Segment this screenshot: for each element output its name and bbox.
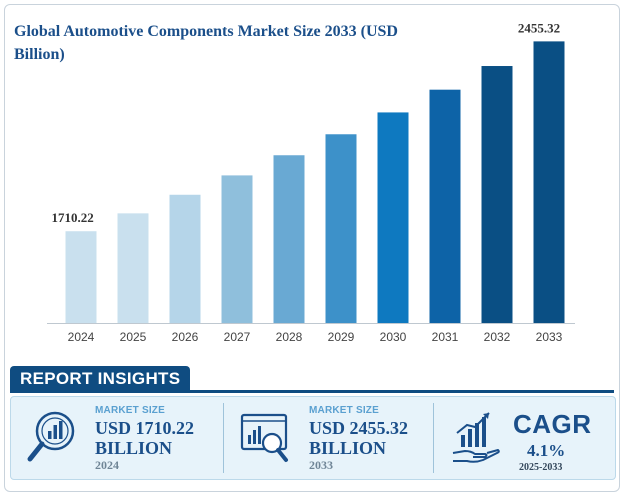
bar-2033 [533,41,565,323]
x-tick-label-2032: 2032 [484,330,511,344]
x-tick-label-2026: 2026 [172,330,199,344]
bar-chart: 2024 2025 2026 2027 2028 2029 2030 2031 2032 2033… [47,20,575,344]
x-tick-label-2029: 2029 [328,330,355,344]
bar-2030 [377,112,409,324]
monitor-chart-icon [240,413,288,462]
bar-2024 [65,231,97,323]
card-divider [433,403,434,473]
growth-hand-icon [452,412,500,463]
cagr-card: CAGR 4.1% 2025-2033 [435,397,615,479]
card-divider [223,403,224,473]
insights-panel: MARKET SIZE USD 1710.22 BILLION 2024 MAR… [10,396,616,480]
bar-2032 [481,66,513,323]
x-tick-label-2025: 2025 [120,330,147,344]
bar-2031 [429,89,461,323]
market-size-label: MARKET SIZE [95,405,165,416]
market-size-2033-card: MARKET SIZE USD 2455.32 BILLION 2033 [225,397,431,479]
x-tick-label-2030: 2030 [380,330,407,344]
bar-2025 [117,213,149,323]
market-size-value-line1: USD 1710.22 [95,418,195,438]
x-tick-label-2033: 2033 [536,330,563,344]
x-tick-label-2024: 2024 [68,330,95,344]
x-tick-label-2027: 2027 [224,330,251,344]
market-size-2024-card: MARKET SIZE USD 1710.22 BILLION 2024 [11,397,221,479]
market-size-value: USD 2455.32 BILLION [309,418,449,458]
market-size-value-line1: USD 2455.32 [309,418,409,438]
bar-2026 [169,194,201,323]
data-label-2024: 1710.22 [52,210,94,225]
cagr-title: CAGR [513,409,592,439]
x-tick-label-2028: 2028 [276,330,303,344]
bar-2027 [221,175,253,323]
bar-2029 [325,134,357,323]
x-tick-label-2031: 2031 [432,330,459,344]
magnifier-chart-icon [27,411,75,462]
market-size-value-line2: BILLION [95,438,173,458]
cagr-value: 4.1% [527,441,566,460]
bar-2028 [273,155,305,323]
data-label-2033: 2455.32 [518,20,560,35]
market-size-value: USD 1710.22 BILLION [95,418,235,458]
market-size-year: 2033 [309,458,333,472]
market-size-year: 2024 [95,458,119,472]
market-size-value-line2: BILLION [309,438,387,458]
market-size-label: MARKET SIZE [309,405,379,416]
cagr-period: 2025-2033 [519,462,563,473]
chart-title: Global Automotive Components Market Size… [14,23,398,63]
insights-underline [10,390,614,393]
report-insights-heading: REPORT INSIGHTS [10,366,191,392]
